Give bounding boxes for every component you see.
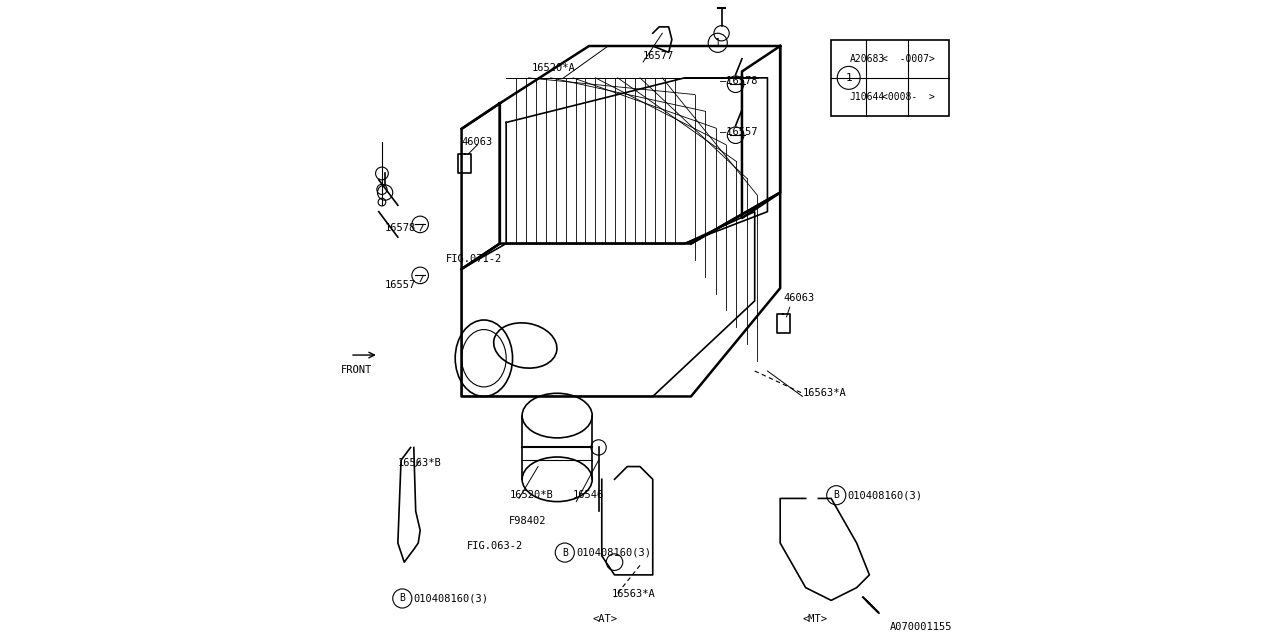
Text: 1: 1 — [714, 38, 721, 48]
Text: 010408160(3): 010408160(3) — [847, 490, 922, 500]
Text: 16520*B: 16520*B — [509, 490, 553, 500]
Text: 1: 1 — [845, 73, 852, 83]
Text: 16577: 16577 — [643, 51, 675, 61]
Text: FRONT: FRONT — [340, 365, 372, 374]
Text: FIG.063-2: FIG.063-2 — [467, 541, 524, 551]
Text: <MT>: <MT> — [803, 614, 827, 625]
Text: B: B — [562, 548, 568, 557]
Text: 010408160(3): 010408160(3) — [576, 548, 652, 557]
Text: <  -0007>: < -0007> — [882, 54, 936, 64]
Text: 16546: 16546 — [573, 490, 604, 500]
Text: 16557: 16557 — [385, 280, 416, 290]
Text: 16563*A: 16563*A — [803, 388, 846, 398]
Text: 16520*A: 16520*A — [531, 63, 576, 74]
Text: <0008-  >: <0008- > — [882, 92, 936, 102]
Text: F98402: F98402 — [509, 516, 547, 525]
Text: A070001155: A070001155 — [890, 622, 952, 632]
Text: B: B — [833, 490, 840, 500]
Text: FIG.071-2: FIG.071-2 — [445, 255, 502, 264]
Text: 46063: 46063 — [462, 136, 493, 147]
Text: 46063: 46063 — [783, 292, 814, 303]
Text: B: B — [399, 593, 406, 604]
Text: <AT>: <AT> — [593, 614, 617, 625]
Text: 16563*B: 16563*B — [398, 458, 442, 468]
Text: J10644: J10644 — [850, 92, 884, 102]
Text: A20683: A20683 — [850, 54, 884, 64]
Text: 16578: 16578 — [385, 223, 416, 232]
Text: —16557: —16557 — [719, 127, 758, 137]
Text: 010408160(3): 010408160(3) — [413, 593, 489, 604]
Text: 16563*A: 16563*A — [612, 589, 655, 599]
Text: —16578: —16578 — [719, 76, 758, 86]
